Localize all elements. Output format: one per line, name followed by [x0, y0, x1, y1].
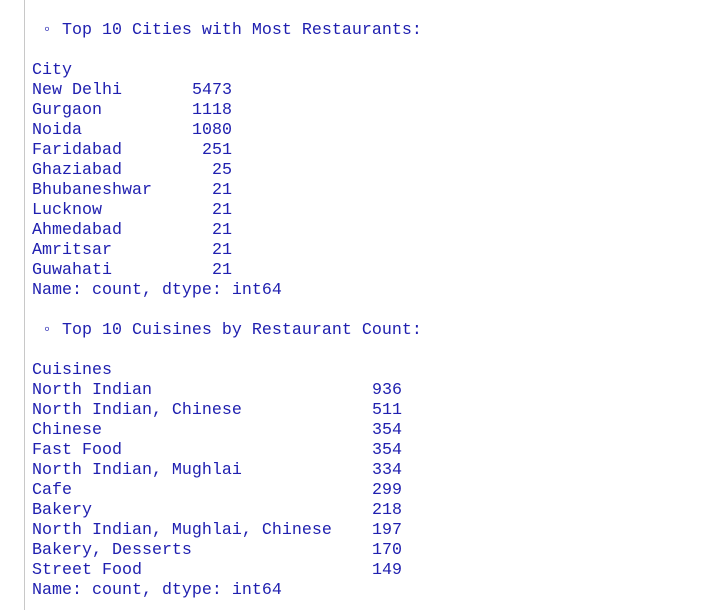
data-row: Chinese 354: [32, 421, 402, 440]
data-row: Ahmedabad 21: [32, 221, 232, 240]
row-count: 1118: [192, 101, 232, 120]
row-count: 21: [212, 181, 232, 200]
row-count: 1080: [192, 121, 232, 140]
section-title: ◦ Top 10 Cities with Most Restaurants:: [42, 21, 422, 40]
row-count: 25: [212, 161, 232, 180]
section-title: ◦ Top 10 Cuisines by Restaurant Count:: [42, 321, 422, 340]
data-row: Fast Food 354: [32, 441, 402, 460]
data-row: North Indian, Chinese 511: [32, 401, 402, 420]
row-count: 149: [372, 561, 402, 580]
blank-line: [32, 301, 422, 321]
row-count: 354: [372, 441, 402, 460]
row-count: 936: [372, 381, 402, 400]
data-row: Gurgaon 1118: [32, 101, 232, 120]
row-count: 170: [372, 541, 402, 560]
data-row: Bakery, Desserts 170: [32, 541, 402, 560]
data-row: Amritsar 21: [32, 241, 232, 260]
footer-line: Name: count, dtype: int64: [32, 281, 282, 300]
row-count: 354: [372, 421, 402, 440]
row-count: 334: [372, 461, 402, 480]
data-row: Lucknow 21: [32, 201, 232, 220]
row-count: 21: [212, 241, 232, 260]
data-row: Bhubaneshwar 21: [32, 181, 232, 200]
data-row: Bakery 218: [32, 501, 402, 520]
blank-line: [32, 341, 422, 361]
data-row: Ghaziabad 25: [32, 161, 232, 180]
index-name: Cuisines: [32, 361, 112, 380]
data-row: New Delhi 5473: [32, 81, 232, 100]
text-output: ◦ Top 10 Cities with Most Restaurants: Ci…: [32, 21, 422, 601]
data-row: Guwahati 21: [32, 261, 232, 280]
row-count: 197: [372, 521, 402, 540]
row-count: 21: [212, 261, 232, 280]
data-row: Cafe 299: [32, 481, 402, 500]
row-count: 5473: [192, 81, 232, 100]
data-row: North Indian, Mughlai 334: [32, 461, 402, 480]
gutter-line: [24, 0, 25, 610]
row-count: 251: [202, 141, 232, 160]
blank-line: [32, 41, 422, 61]
index-name: City: [32, 61, 72, 80]
data-row: North Indian 936: [32, 381, 402, 400]
data-row: Street Food 149: [32, 561, 402, 580]
row-count: 21: [212, 221, 232, 240]
data-row: Noida 1080: [32, 121, 232, 140]
footer-line: Name: count, dtype: int64: [32, 581, 282, 600]
data-row: North Indian, Mughlai, Chinese 197: [32, 521, 402, 540]
row-count: 218: [372, 501, 402, 520]
row-count: 511: [372, 401, 402, 420]
data-row: Faridabad 251: [32, 141, 232, 160]
row-count: 299: [372, 481, 402, 500]
row-count: 21: [212, 201, 232, 220]
